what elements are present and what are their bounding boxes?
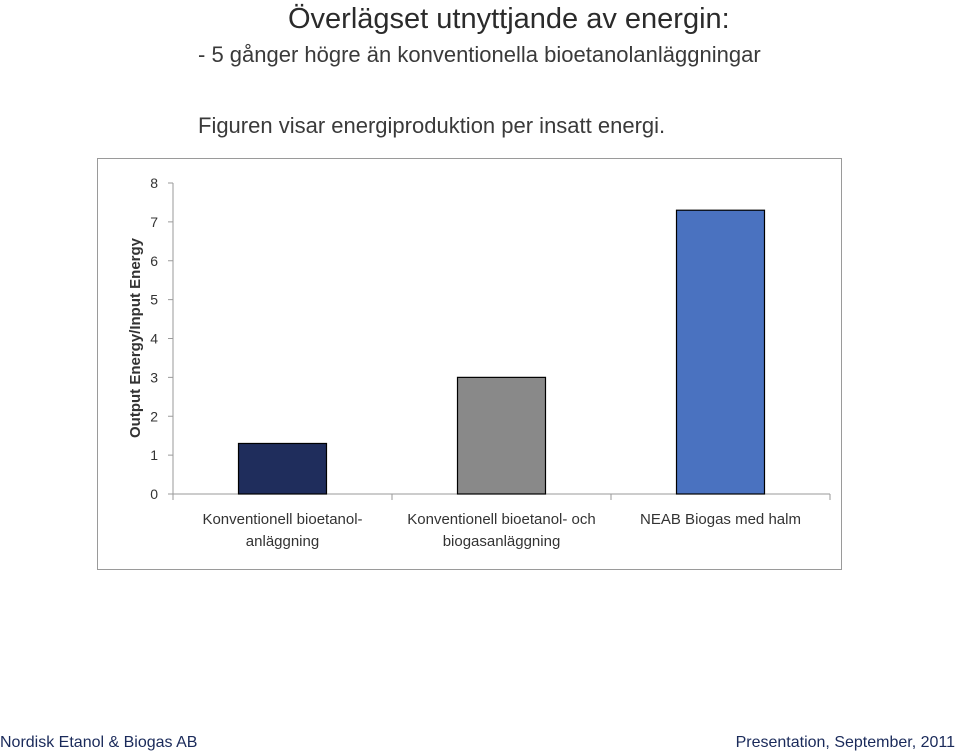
x-category-label: NEAB Biogas med halm	[640, 511, 801, 528]
x-category-label: anläggning	[246, 533, 319, 550]
x-category-label: Konventionell bioetanol- och	[407, 511, 595, 528]
page-subtitle: - 5 gånger högre än konventionella bioet…	[198, 42, 761, 67]
footer-company: Nordisk Etanol & Biogas AB	[0, 734, 198, 751]
y-tick-label: 0	[150, 486, 158, 502]
y-tick-label: 1	[150, 447, 158, 463]
y-tick-label: 8	[150, 175, 158, 191]
figure-caption: Figuren visar energiproduktion per insat…	[198, 113, 666, 138]
bar	[237, 442, 328, 495]
y-tick-label: 4	[150, 331, 158, 347]
bar	[456, 376, 547, 495]
y-tick-label: 6	[150, 253, 158, 269]
bar	[675, 209, 766, 495]
y-axis-title: Output Energy/Input Energy	[127, 237, 144, 438]
y-tick-label: 5	[150, 292, 158, 308]
y-tick-label: 7	[150, 214, 158, 230]
x-category-label: Konventionell bioetanol-	[202, 511, 362, 528]
page-title: Överlägset utnyttjande av energin:	[288, 3, 730, 35]
y-tick-label: 3	[150, 369, 158, 385]
x-category-label: biogasanläggning	[443, 533, 561, 550]
footer-date: Presentation, September, 2011	[735, 734, 955, 751]
y-tick-label: 2	[150, 408, 158, 424]
